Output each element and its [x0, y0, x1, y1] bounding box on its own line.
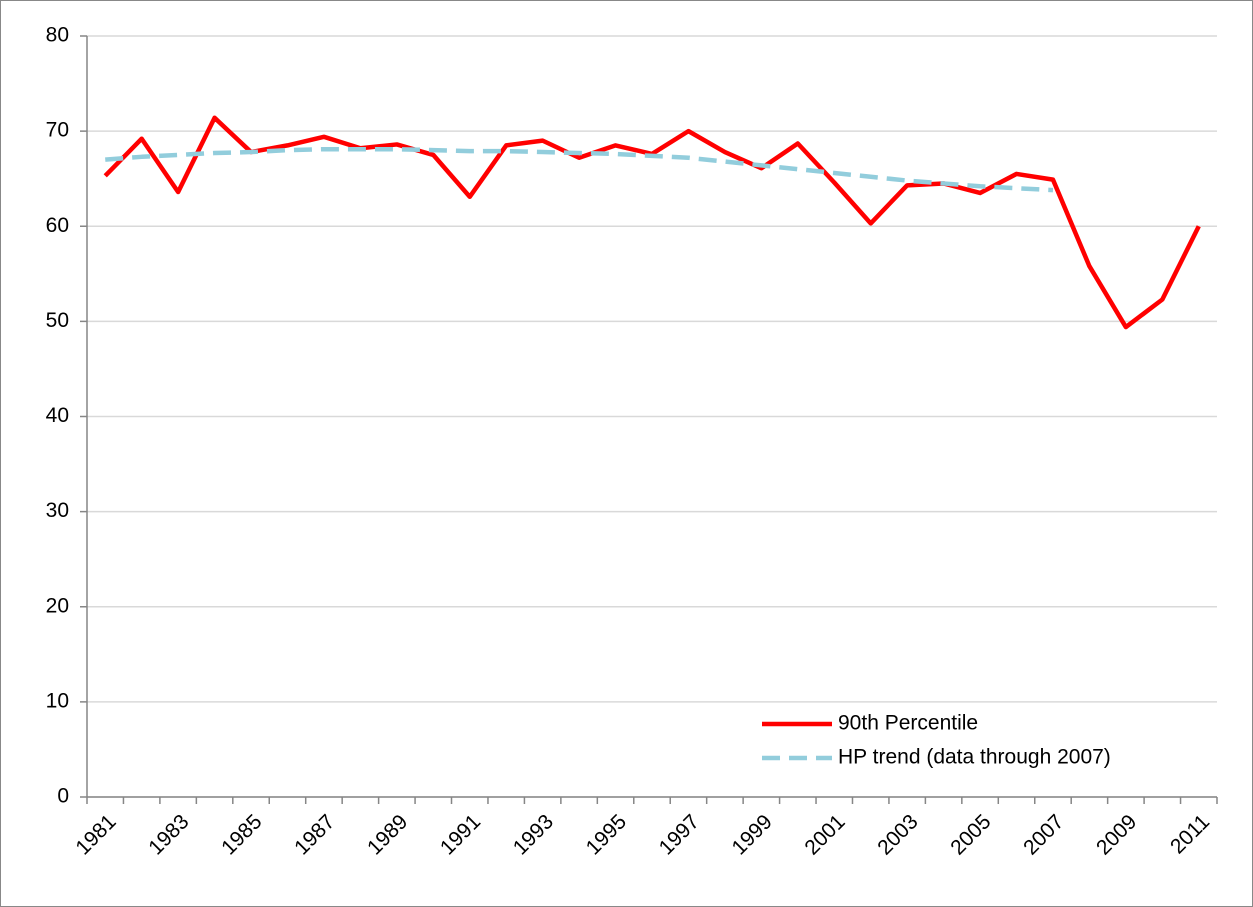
legend-label: 90th Percentile — [838, 712, 978, 735]
y-tick-label: 30 — [46, 499, 69, 522]
y-tick-label: 20 — [46, 594, 69, 617]
y-tick-label: 50 — [46, 309, 69, 332]
series-line — [105, 146, 1054, 193]
legend-label: HP trend (data through 2007) — [838, 746, 1111, 769]
y-tick-label: 60 — [46, 214, 69, 237]
y-tick-label: 80 — [46, 24, 69, 47]
y-tick-label: 10 — [46, 689, 69, 712]
y-tick-label: 70 — [46, 119, 69, 142]
y-tick-label: 0 — [57, 785, 69, 808]
y-tick-label: 40 — [46, 404, 69, 427]
